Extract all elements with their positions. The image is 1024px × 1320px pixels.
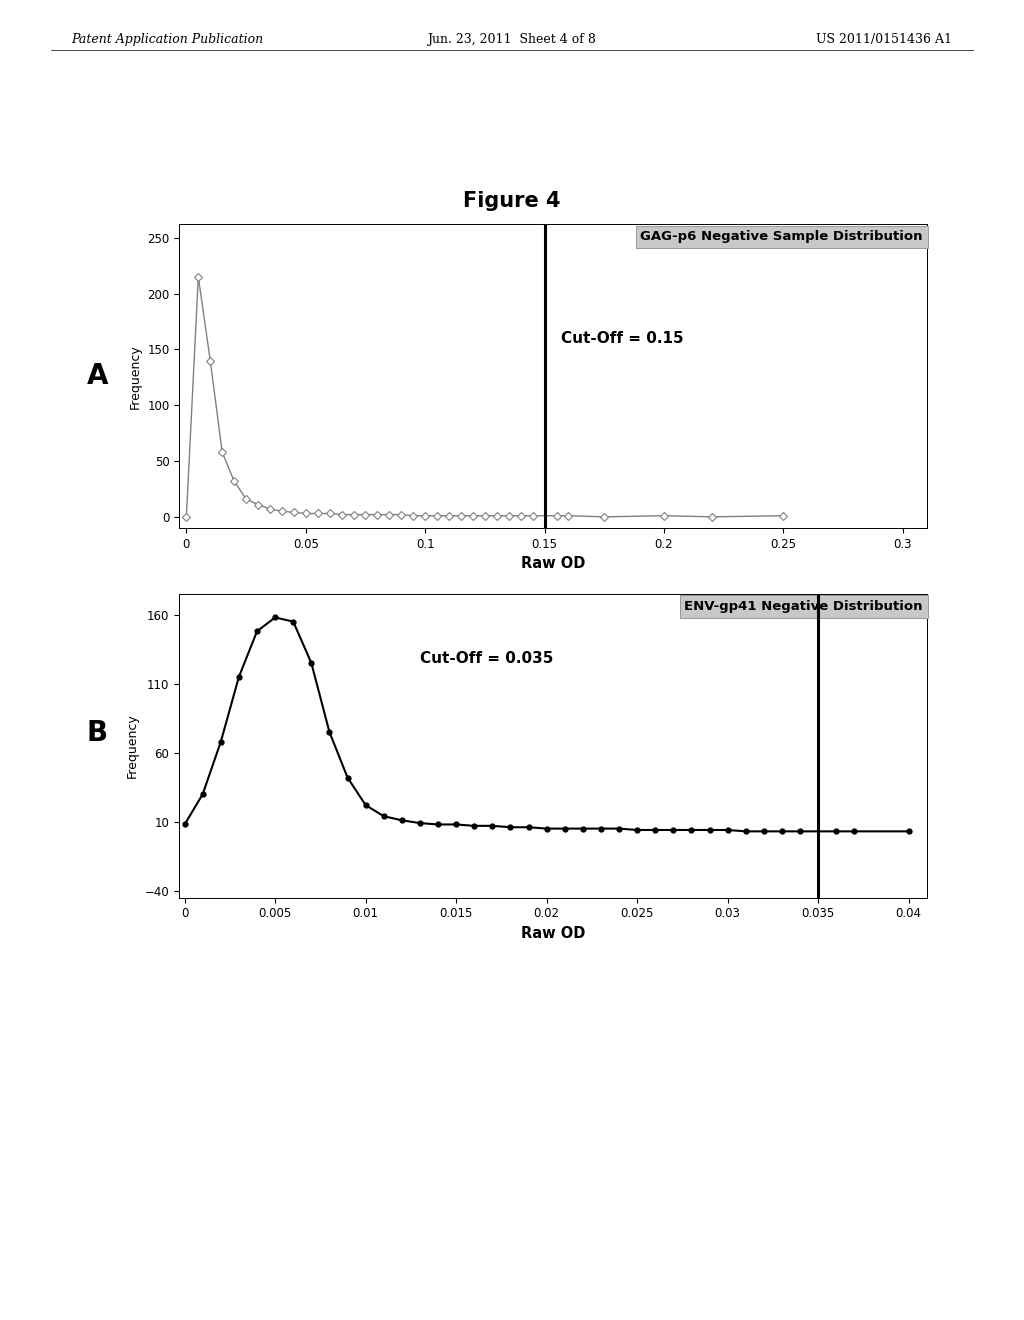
X-axis label: Raw OD: Raw OD [521,556,585,572]
Text: B: B [87,718,108,747]
Text: ENV-gp41 Negative Distribution: ENV-gp41 Negative Distribution [684,601,923,612]
Text: US 2011/0151436 A1: US 2011/0151436 A1 [816,33,952,46]
Text: Cut-Off = 0.15: Cut-Off = 0.15 [561,331,684,346]
Text: A: A [87,362,108,391]
Text: Patent Application Publication: Patent Application Publication [72,33,264,46]
Text: GAG-p6 Negative Sample Distribution: GAG-p6 Negative Sample Distribution [640,231,923,243]
Y-axis label: Frequency: Frequency [126,713,139,779]
X-axis label: Raw OD: Raw OD [521,925,585,941]
Y-axis label: Frequency: Frequency [129,343,141,409]
Text: Cut-Off = 0.035: Cut-Off = 0.035 [420,651,553,667]
Text: Figure 4: Figure 4 [463,191,561,211]
Text: Jun. 23, 2011  Sheet 4 of 8: Jun. 23, 2011 Sheet 4 of 8 [428,33,596,46]
